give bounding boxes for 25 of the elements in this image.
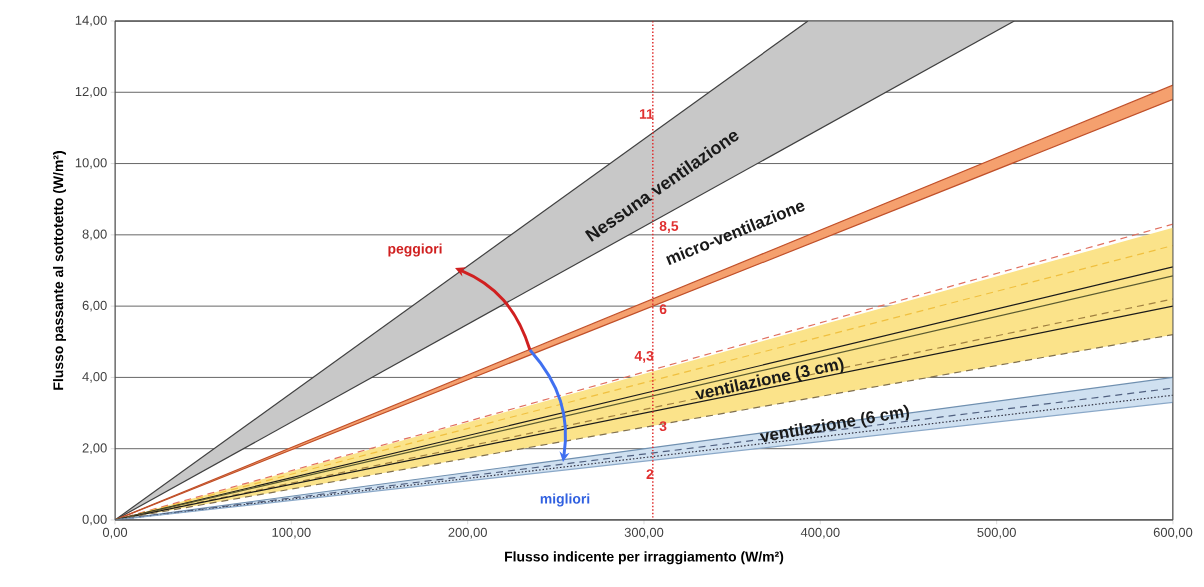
x-tick-label: 200,00 [448, 527, 487, 539]
x-tick-label: 600,00 [1153, 527, 1193, 539]
annotation: 11 [639, 109, 654, 119]
y-tick-label: 8,00 [82, 229, 107, 241]
annotation: 6 [659, 304, 667, 315]
x-tick-label: 100,00 [272, 527, 311, 539]
annotation: peggiori [388, 243, 442, 257]
x-tick-label: 0,00 [102, 527, 128, 539]
y-tick-label: 12,00 [75, 86, 107, 98]
annotation: 3 [659, 421, 667, 432]
x-axis-title: Flusso indicente per irraggiamento (W/m²) [505, 551, 784, 565]
y-tick-label: 10,00 [75, 158, 107, 169]
y-tick-label: 6,00 [82, 300, 107, 312]
x-tick-label: 400,00 [800, 527, 840, 539]
y-tick-label: 2,00 [82, 443, 107, 455]
annotation: ventilazione (6 cm) [759, 404, 910, 442]
y-axis-title: Flusso passante al sottotetto (W/m²) [52, 151, 66, 390]
x-tick-label: 500,00 [977, 527, 1016, 539]
annotation: 4,3 [634, 350, 654, 363]
y-tick-label: 14,00 [75, 15, 107, 27]
x-tick-label: 300,00 [624, 527, 664, 539]
y-tick-label: 4,00 [82, 372, 107, 383]
annotation: 2 [646, 469, 654, 479]
y-tick-label: 0,00 [82, 514, 107, 526]
annotation: migliori [540, 493, 590, 507]
